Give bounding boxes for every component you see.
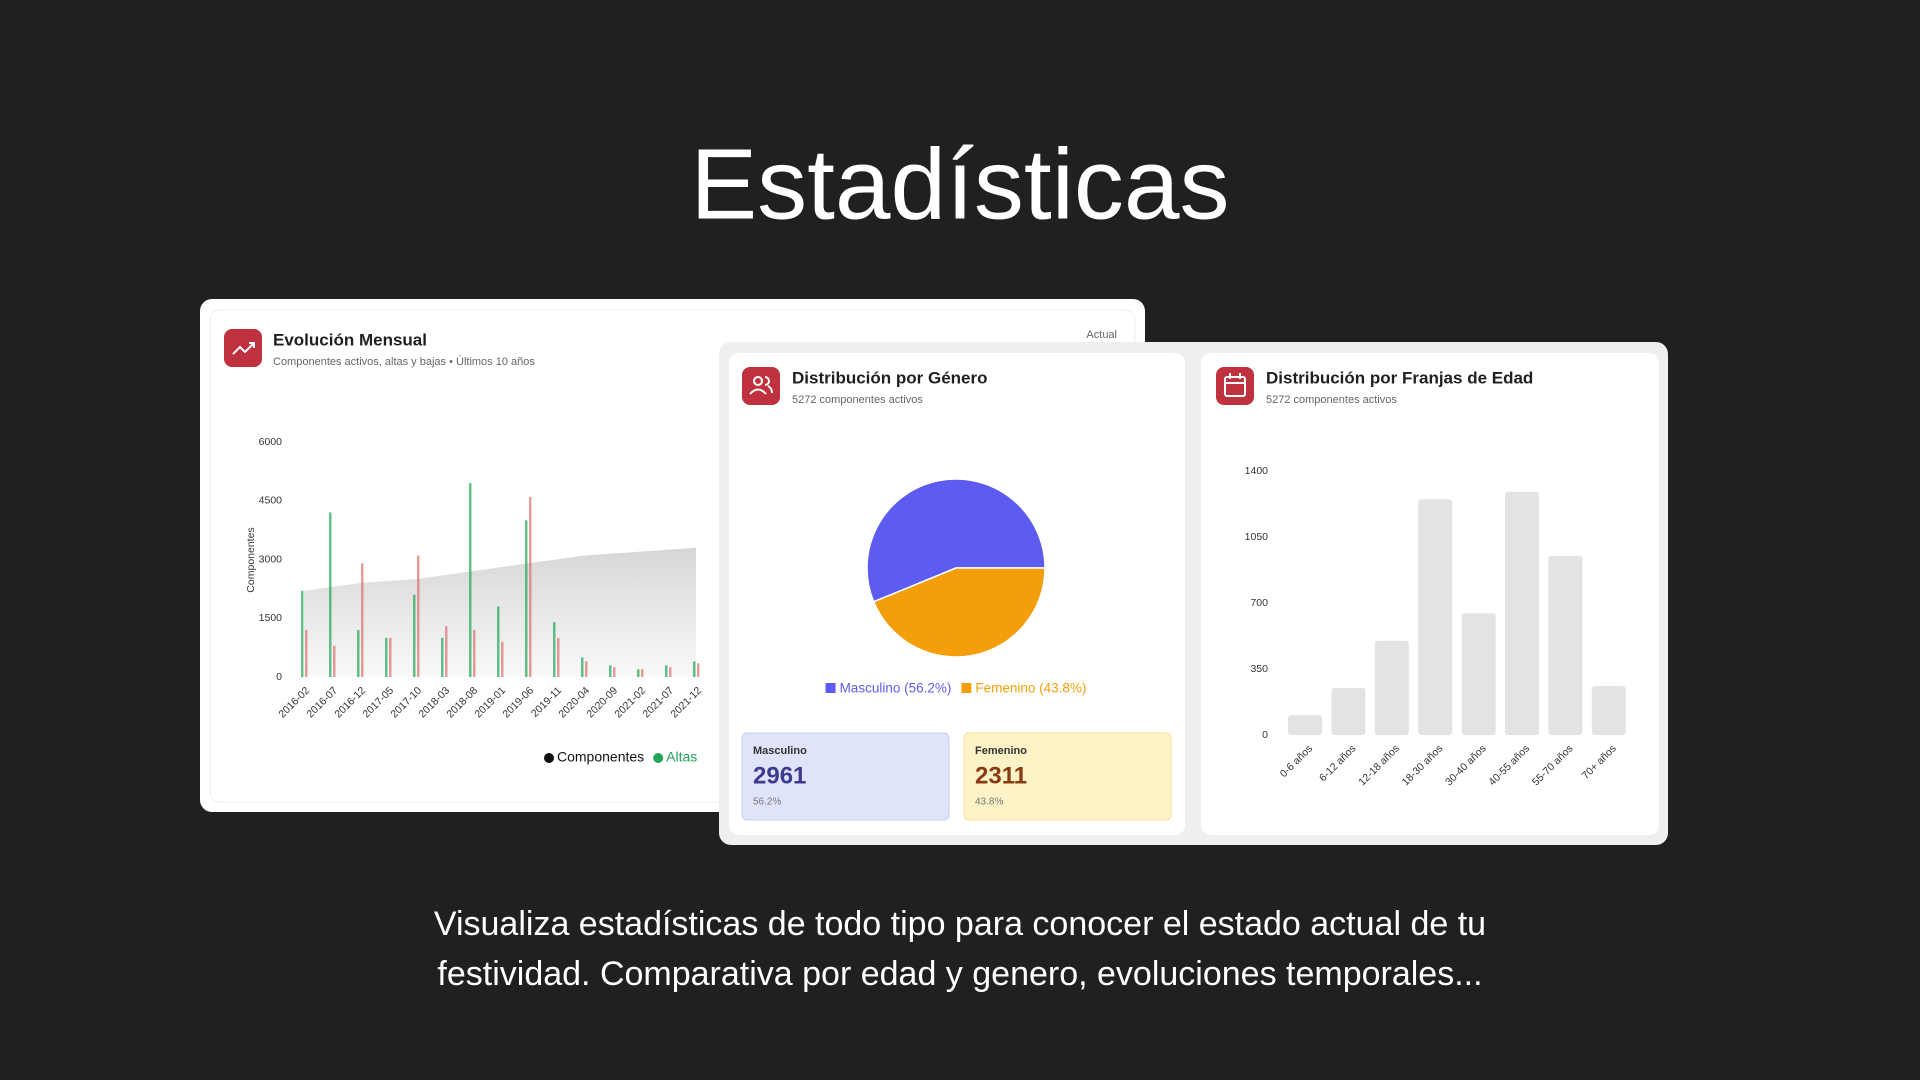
bar xyxy=(665,665,668,677)
y-tick-label: 0 xyxy=(276,671,282,683)
bar xyxy=(305,630,308,677)
distribution-panel: Distribución por Género 5272 componentes… xyxy=(719,342,1668,845)
icon xyxy=(1216,367,1254,405)
y-tick-label: 700 xyxy=(1250,597,1268,609)
icon-glyph xyxy=(749,376,773,395)
stat-value: 2961 xyxy=(753,762,806,789)
bar xyxy=(497,606,500,677)
icon-glyph xyxy=(1224,373,1246,397)
bar xyxy=(693,661,696,677)
bar xyxy=(469,483,472,677)
bar xyxy=(585,661,588,677)
bar xyxy=(613,667,616,677)
bar xyxy=(413,594,416,677)
badge: Actual xyxy=(1086,329,1117,341)
slide-title: Estadísticas xyxy=(690,128,1229,240)
legend-marker xyxy=(653,753,664,763)
legend-marker xyxy=(825,683,836,693)
y-tick-label: 6000 xyxy=(259,436,283,448)
y-tick-label: 350 xyxy=(1250,663,1268,675)
card-subtitle: 5272 componentes activos xyxy=(1266,394,1397,406)
bar xyxy=(473,630,476,677)
stat-value: 2311 xyxy=(975,762,1027,789)
icon xyxy=(742,367,780,405)
bar xyxy=(441,637,444,677)
bar xyxy=(581,657,584,677)
y-tick-label: 3000 xyxy=(259,553,283,565)
bar xyxy=(1331,687,1366,735)
y-tick-label: 0 xyxy=(1262,729,1268,741)
card-title: Distribución por Género xyxy=(792,368,988,387)
description-line: Visualiza estadísticas de todo tipo para… xyxy=(434,905,1486,943)
bar xyxy=(417,555,420,677)
stat-card xyxy=(741,732,950,821)
bar xyxy=(445,626,448,677)
bar xyxy=(301,590,304,677)
bar xyxy=(1461,613,1496,735)
bar xyxy=(1374,640,1409,735)
bar xyxy=(669,667,672,677)
bar xyxy=(385,637,388,677)
legend-label: Femenino (43.8%) xyxy=(975,681,1086,696)
bar xyxy=(329,512,332,677)
icon xyxy=(224,329,262,367)
stat-percent: 43.8% xyxy=(975,797,1003,808)
stat-label: Femenino xyxy=(975,745,1027,757)
legend-label: Componentes xyxy=(557,749,644,765)
y-tick-label: 1500 xyxy=(259,612,283,624)
bar xyxy=(389,637,392,677)
stat-card xyxy=(963,732,1172,821)
legend-label: Altas xyxy=(666,749,697,765)
bar xyxy=(361,563,364,677)
pie-slice xyxy=(872,567,1046,658)
legend-label: Masculino (56.2%) xyxy=(840,681,952,696)
bar xyxy=(697,663,700,677)
card-subtitle: 5272 componentes activos xyxy=(792,394,923,406)
stat-percent: 56.2% xyxy=(753,797,781,808)
legend-marker xyxy=(544,753,554,763)
description-line: festividad. Comparativa por edad y gener… xyxy=(437,955,1482,993)
y-tick-label: 4500 xyxy=(259,495,283,507)
pie-slice xyxy=(866,478,1046,603)
stat-label: Masculino xyxy=(753,745,807,757)
bar xyxy=(1505,491,1539,735)
bar xyxy=(1591,685,1626,735)
bar xyxy=(501,641,504,677)
bar xyxy=(637,669,640,677)
card-title: Evolución Mensual xyxy=(273,330,427,349)
bar xyxy=(529,496,532,677)
bar xyxy=(333,645,336,677)
card-title: Distribución por Franjas de Edad xyxy=(1266,368,1533,387)
bar xyxy=(609,665,612,677)
card-subtitle: Componentes activos, altas y bajas • Últ… xyxy=(273,355,535,368)
bar xyxy=(557,637,560,677)
bar xyxy=(357,630,360,677)
bar xyxy=(553,622,556,677)
icon-glyph xyxy=(232,342,255,355)
bar xyxy=(1548,555,1583,735)
y-axis-title: Componentes xyxy=(245,527,257,592)
bar xyxy=(1418,499,1453,735)
y-tick-label: 1400 xyxy=(1245,465,1269,477)
bar xyxy=(525,520,528,677)
y-tick-label: 1050 xyxy=(1245,531,1269,543)
area xyxy=(304,547,696,677)
legend-marker xyxy=(961,683,972,693)
bar xyxy=(641,669,644,677)
bar xyxy=(1288,715,1322,735)
